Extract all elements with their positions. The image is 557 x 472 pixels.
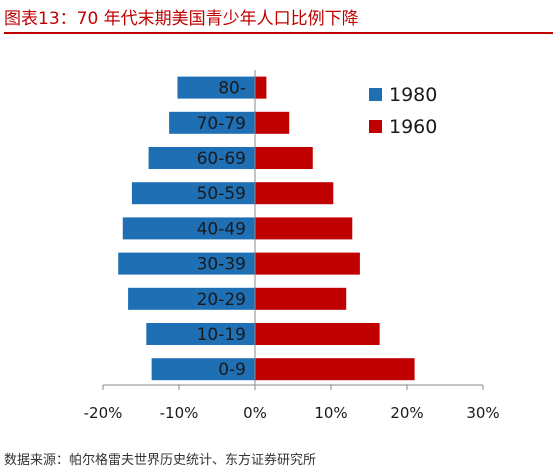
bar-1960-30-39: [255, 252, 360, 275]
category-label-40-49: 40-49: [197, 219, 246, 239]
title-underline: [4, 32, 553, 34]
chart-title: 图表13：70 年代末期美国青少年人口比例下降: [4, 9, 359, 29]
bar-1980-10-19: [146, 323, 255, 345]
legend-label-1960: 1960: [389, 116, 437, 138]
category-label-30-39: 30-39: [197, 255, 246, 275]
x-tick-label-10%: 10%: [314, 404, 347, 422]
bar-1960-80-: [255, 76, 267, 99]
legend-label-1980: 1980: [389, 84, 437, 106]
bar-1980-60-69: [148, 147, 255, 169]
bar-1980-30-39: [118, 252, 255, 275]
bar-1960-70-79: [255, 111, 290, 134]
bar-1960-60-69: [255, 147, 313, 169]
x-tick-label-30%: 30%: [466, 404, 499, 422]
x-tick-label-20%: 20%: [390, 404, 423, 422]
bar-1960-50-59: [255, 182, 334, 205]
category-label-20-29: 20-29: [197, 290, 246, 310]
category-label-0-9: 0-9: [218, 360, 246, 380]
bar-1960-40-49: [255, 217, 353, 240]
bar-1980-0-9: [151, 358, 255, 381]
x-tick-label--20%: -20%: [84, 404, 123, 422]
x-tick-label-0%: 0%: [243, 404, 267, 422]
bar-1960-20-29: [255, 287, 347, 310]
category-label-50-59: 50-59: [197, 184, 246, 204]
bar-1980-20-29: [128, 287, 255, 310]
legend-swatch-1980: [369, 88, 382, 101]
bar-1980-50-59: [131, 182, 255, 205]
bar-1960-0-9: [255, 358, 415, 381]
bar-1980-80-: [177, 76, 255, 99]
bar-1960-10-19: [255, 323, 380, 345]
x-tick-label--10%: -10%: [160, 404, 199, 422]
bar-1980-40-49: [122, 217, 255, 240]
category-label-60-69: 60-69: [197, 149, 246, 169]
category-label-80-: 80-: [218, 79, 246, 99]
category-label-10-19: 10-19: [197, 325, 246, 345]
legend-swatch-1960: [369, 120, 382, 133]
bar-1980-70-79: [169, 111, 255, 134]
source-note: 数据来源：帕尔格雷夫世界历史统计、东方证券研究所: [4, 453, 317, 468]
category-label-70-79: 70-79: [197, 114, 246, 134]
